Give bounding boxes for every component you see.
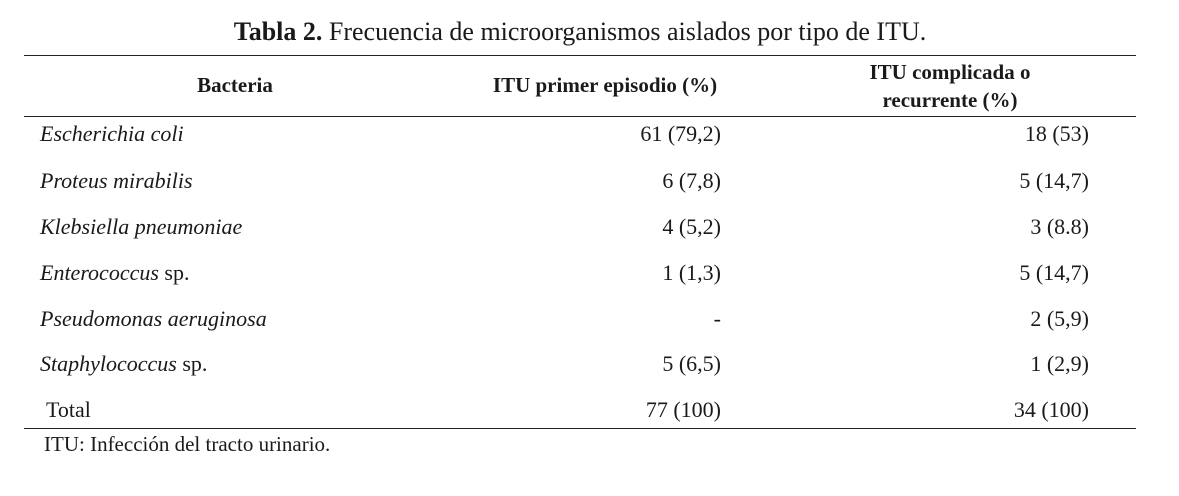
- table-bottom-rule: [24, 428, 1136, 429]
- caption-label: Tabla 2.: [233, 17, 323, 46]
- bacteria-name: Klebsiella pneumoniae: [40, 213, 242, 241]
- value-complicada: 3 (8.8): [1030, 214, 1089, 239]
- value-primer-episodio: 61 (79,2): [640, 121, 721, 146]
- value-complicada: 5 (14,7): [1019, 260, 1089, 285]
- table-top-rule: [24, 55, 1136, 56]
- bacteria-name: Proteus mirabilis: [40, 167, 193, 195]
- bacteria-name-italic: Staphylococcus: [40, 351, 177, 376]
- bacteria-name-suffix: sp.: [176, 351, 208, 376]
- header-complicada-line2: recurrente (%): [882, 88, 1018, 112]
- bacteria-name-italic: Pseudomonas aeruginosa: [40, 306, 267, 331]
- value-complicada: 18 (53): [1024, 121, 1089, 146]
- header-bacteria: Bacteria: [197, 73, 273, 97]
- table-row: Proteus mirabilis 6 (7,8) 5 (14,7): [0, 167, 1179, 213]
- bacteria-name: Enterococcus sp.: [40, 259, 189, 287]
- caption-text: Frecuencia de microorganismos aislados p…: [322, 17, 927, 46]
- bacteria-name: Staphylococcus sp.: [40, 350, 207, 378]
- bacteria-name: Pseudomonas aeruginosa: [40, 305, 267, 333]
- table-total-row: Total 77 (100) 34 (100): [0, 396, 1179, 442]
- value-primer-episodio: 4 (5,2): [662, 214, 721, 239]
- table-row: Escherichia coli 61 (79,2) 18 (53): [0, 120, 1179, 166]
- table-header-rule: [24, 116, 1136, 117]
- header-complicada-line1: ITU complicada o: [869, 60, 1031, 84]
- bacteria-name-italic: Enterococcus: [40, 260, 159, 285]
- value-complicada: 5 (14,7): [1019, 168, 1089, 193]
- total-complicada: 34 (100): [1013, 397, 1089, 422]
- bacteria-name-italic: Escherichia coli: [40, 121, 184, 146]
- total-label: Total: [46, 397, 91, 422]
- bacteria-name: Escherichia coli: [40, 120, 184, 148]
- bacteria-name-italic: Proteus mirabilis: [40, 168, 193, 193]
- bacteria-name-italic: Klebsiella pneumoniae: [40, 214, 243, 239]
- table-row: Staphylococcus sp. 5 (6,5) 1 (2,9): [0, 350, 1179, 396]
- table-footnote: ITU: Infección del tracto urinario.: [44, 432, 331, 456]
- value-complicada: 2 (5,9): [1030, 306, 1089, 331]
- value-complicada: 1 (2,9): [1030, 351, 1089, 376]
- total-primer-episodio: 77 (100): [645, 397, 721, 422]
- header-complicada: ITU complicada o recurrente (%): [810, 58, 1090, 114]
- value-primer-episodio: 6 (7,8): [662, 168, 721, 193]
- table-caption: Tabla 2. Frecuencia de microorganismos a…: [0, 16, 1160, 48]
- value-primer-episodio: 5 (6,5): [662, 351, 721, 376]
- value-primer-episodio: -: [713, 306, 721, 331]
- table-row: Klebsiella pneumoniae 4 (5,2) 3 (8.8): [0, 213, 1179, 259]
- value-primer-episodio: 1 (1,3): [662, 260, 721, 285]
- header-primer-episodio: ITU primer episodio (%): [492, 73, 718, 97]
- table-row: Pseudomonas aeruginosa - 2 (5,9): [0, 305, 1179, 351]
- table-row: Enterococcus sp. 1 (1,3) 5 (14,7): [0, 259, 1179, 305]
- bacteria-name-suffix: sp.: [158, 260, 190, 285]
